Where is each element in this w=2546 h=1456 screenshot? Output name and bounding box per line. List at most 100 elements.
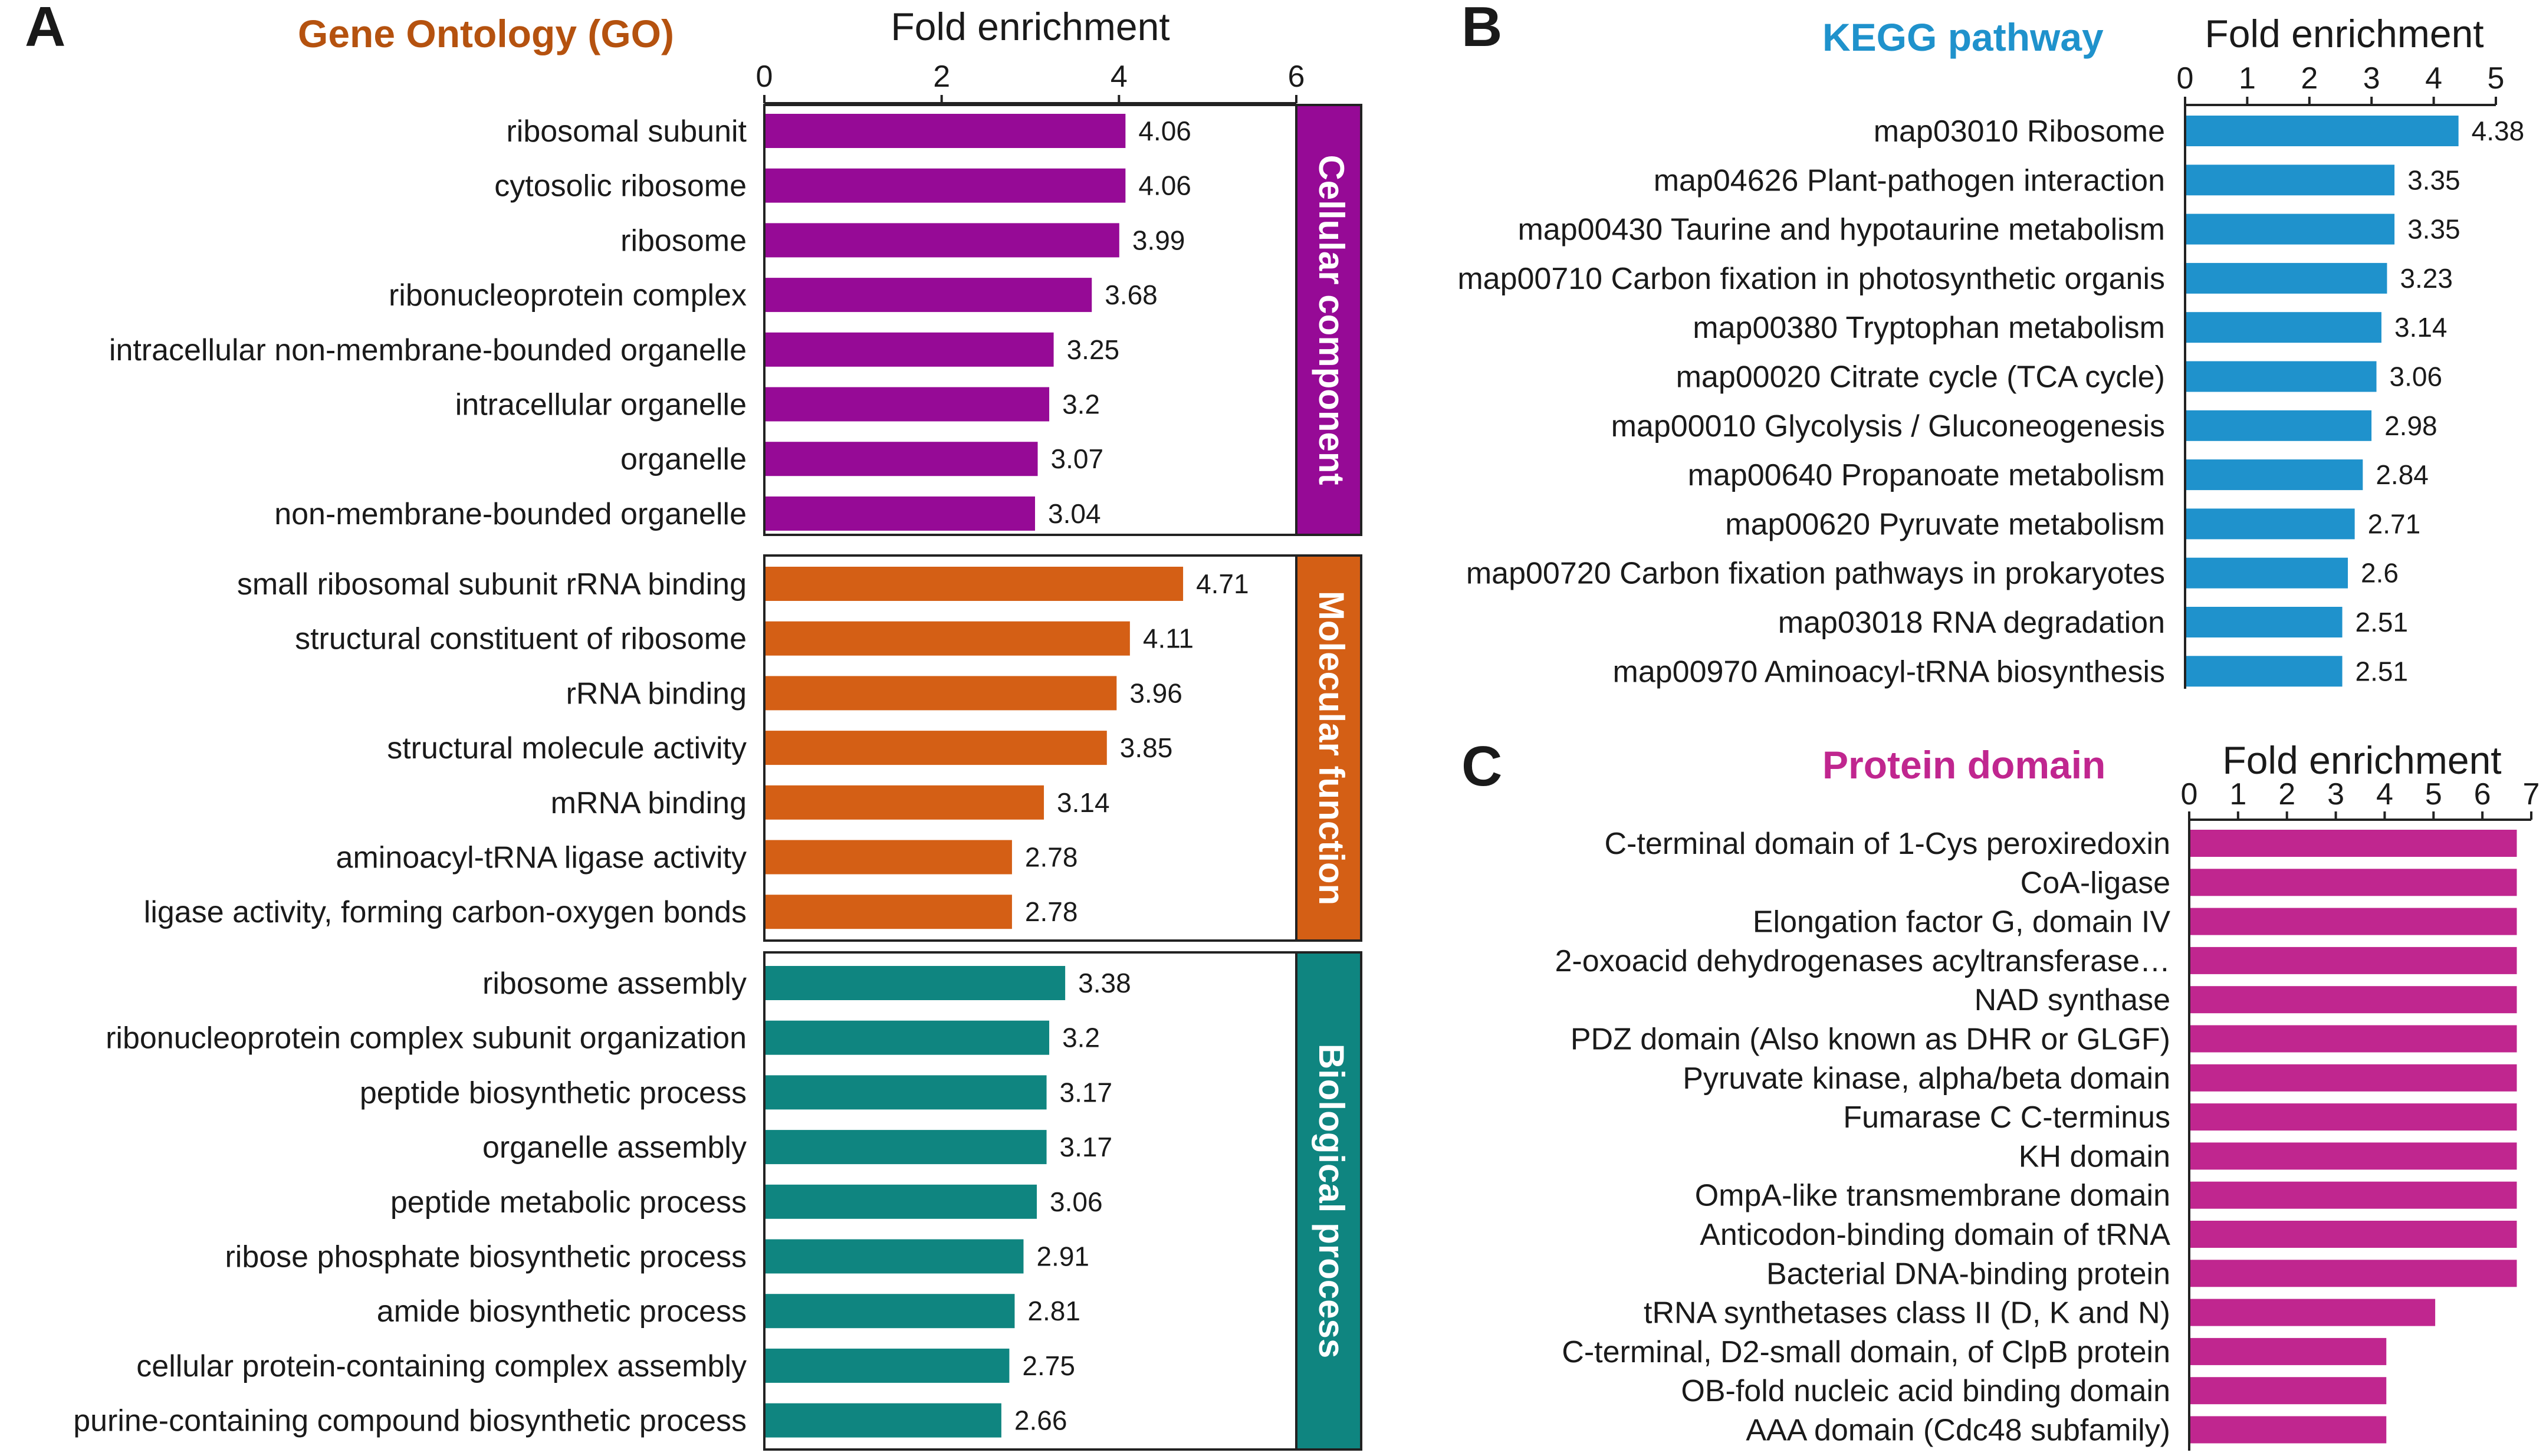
panel-a-title: Gene Ontology (GO): [298, 12, 674, 55]
panel-a-category-label: aminoacyl-tRNA ligase activity: [336, 841, 747, 875]
panel-a-category-label: ribonucleoprotein complex: [389, 278, 747, 313]
panel-c-bar: [2190, 1221, 2517, 1248]
panel-a-tick-label: 0: [756, 60, 773, 94]
panel-b-tick-label: 5: [2488, 61, 2505, 96]
panel-c-category-label: NAD synthase: [1975, 983, 2170, 1017]
panel-c-bar: [2190, 1025, 2517, 1053]
panel-c-bar: [2190, 1299, 2436, 1326]
panel-b-bar: [2186, 262, 2387, 294]
panel-c-category-label: tRNA synthetases class II (D, K and N): [1644, 1296, 2170, 1330]
panel-a-category-label: amide biosynthetic process: [377, 1294, 747, 1329]
panel-a-category-label: structural molecule activity: [387, 731, 747, 765]
panel-a-bar: [766, 567, 1184, 601]
panel-a-category-label: organelle assembly: [482, 1130, 747, 1165]
panel-a-bar: [766, 1403, 1001, 1438]
panel-b-value-label: 3.23: [2400, 263, 2453, 294]
panel-a-axis-title: Fold enrichment: [891, 5, 1169, 48]
panel-b-category-label: map03018 RNA degradation: [1778, 606, 2165, 640]
panel-b-category-label: map00380 Tryptophan metabolism: [1693, 311, 2165, 345]
panel-b-bar: [2186, 165, 2395, 196]
panel-b-value-label: 2.84: [2376, 459, 2429, 490]
panel-a-category-label: cellular protein-containing complex asse…: [136, 1349, 747, 1383]
panel-a-category-label: ribosome assembly: [482, 967, 747, 1001]
panel-c-bar: [2190, 1103, 2517, 1131]
panel-a-value-label: 2.66: [1014, 1405, 1067, 1436]
panel-a-value-label: 2.75: [1022, 1350, 1075, 1381]
panel-a-tick-label: 6: [1288, 60, 1305, 94]
panel-a-bar: [766, 676, 1117, 711]
panel-a-value-label: 4.06: [1138, 170, 1191, 201]
panel-b-value-label: 3.06: [2390, 361, 2443, 392]
panel-b-bar: [2186, 656, 2343, 687]
panel-b-bar: [2186, 557, 2348, 589]
panel-c-chart: 0 1 2 3 4 5 6 7 C-terminal domain of 1-Cys perox…: [1555, 777, 2540, 1451]
panel-a-group-label-box: [1295, 951, 1362, 1451]
panel-a-tick-label: 2: [933, 60, 950, 94]
panel-a-bar: [766, 966, 1066, 1000]
panel-c-category-label: Bacterial DNA-binding protein: [1766, 1257, 2170, 1291]
panel-c-tick-label: 5: [2425, 777, 2442, 811]
panel-a-bar: [766, 114, 1126, 148]
panel-a-value-label: 3.68: [1105, 280, 1158, 310]
panel-a-value-label: 2.78: [1025, 896, 1078, 927]
panel-a-category-label: non-membrane-bounded organelle: [274, 497, 747, 531]
panel-c-bar: [2190, 1142, 2517, 1170]
panel-a-category-label: ligase activity, forming carbon-oxygen b…: [144, 895, 747, 929]
panel-b-bar: [2186, 508, 2355, 540]
panel-b-category-label: map04626 Plant-pathogen interaction: [1654, 163, 2165, 198]
panel-a-value-label: 4.11: [1143, 623, 1194, 654]
panel-letter-c: C: [1461, 735, 1502, 798]
panel-b-value-label: 2.51: [2356, 607, 2409, 637]
panel-c-category-label: C-terminal domain of 1-Cys peroxiredoxin: [1605, 827, 2171, 861]
panel-b-category-label: map00010 Glycolysis / Gluconeogenesis: [1611, 409, 2165, 443]
panel-a-value-label: 3.14: [1057, 787, 1110, 818]
panel-a-group-label: Cellular component: [1312, 155, 1351, 485]
panel-b-bar: [2186, 213, 2395, 245]
panel-a-bar: [766, 223, 1119, 258]
panel-b-category-label: map03010 Ribosome: [1874, 114, 2165, 149]
panel-c-category-label: 2-oxoacid dehydrogenases acyltransferase…: [1555, 944, 2170, 978]
panel-a-category-label: small ribosomal subunit rRNA binding: [237, 567, 747, 602]
panel-c-category-label: Elongation factor G, domain IV: [1753, 905, 2170, 939]
panel-a-value-label: 3.17: [1060, 1132, 1113, 1162]
panel-letter-b: B: [1461, 0, 1502, 58]
panel-a-value-label: 3.96: [1129, 678, 1182, 708]
panel-a-category-label: purine-containing compound biosynthetic …: [73, 1404, 747, 1438]
panel-b-bar: [2186, 312, 2381, 343]
panel-a-group-label-box: [1295, 104, 1362, 536]
panel-a-category-label: intracellular non-membrane-bounded organ…: [109, 333, 747, 367]
panel-c-bar: [2190, 1064, 2517, 1092]
panel-a-value-label: 2.78: [1025, 842, 1078, 873]
panel-a-category-label: ribosomal subunit: [506, 114, 747, 149]
panel-b-value-label: 2.98: [2384, 410, 2437, 441]
panel-a-value-label: 4.71: [1196, 568, 1249, 599]
panel-a-bar: [766, 278, 1092, 313]
panel-a-bar: [766, 332, 1054, 367]
panel-a-group-label: Biological process: [1312, 1044, 1351, 1359]
panel-b-bar: [2186, 361, 2377, 392]
panel-a-value-label: 3.25: [1067, 334, 1120, 365]
panel-c-bar: [2190, 869, 2517, 896]
panel-a-category-label: structural constituent of ribosome: [295, 622, 747, 656]
panel-a-bar: [766, 840, 1012, 875]
panel-a-bar: [766, 387, 1050, 422]
panel-a-group-label-box: [1295, 554, 1362, 942]
panel-a-category-label: ribonucleoprotein complex subunit organi…: [106, 1021, 747, 1056]
panel-c-tick-label: 0: [2181, 777, 2198, 811]
panel-c-category-label: KH domain: [2019, 1139, 2170, 1174]
panel-a-value-label: 3.38: [1078, 968, 1131, 998]
panel-b-tick-label: 4: [2425, 61, 2442, 96]
panel-c-category-label: CoA-ligase: [2021, 866, 2170, 900]
panel-b-category-label: map00430 Taurine and hypotaurine metabol…: [1517, 213, 2165, 247]
panel-b-value-label: 2.6: [2361, 558, 2399, 589]
panel-b-tick-label: 1: [2239, 61, 2256, 96]
panel-a-value-label: 2.91: [1036, 1241, 1089, 1272]
panel-a-value-label: 3.17: [1060, 1077, 1113, 1107]
panel-a-bar: [766, 1184, 1037, 1219]
panel-c-category-label: Pyruvate kinase, alpha/beta domain: [1683, 1061, 2170, 1096]
panel-a-value-label: 3.06: [1050, 1187, 1103, 1217]
panel-a-value-label: 3.2: [1062, 1023, 1100, 1053]
panel-a-bar: [766, 895, 1012, 929]
panel-b-tick-label: 0: [2177, 61, 2194, 96]
